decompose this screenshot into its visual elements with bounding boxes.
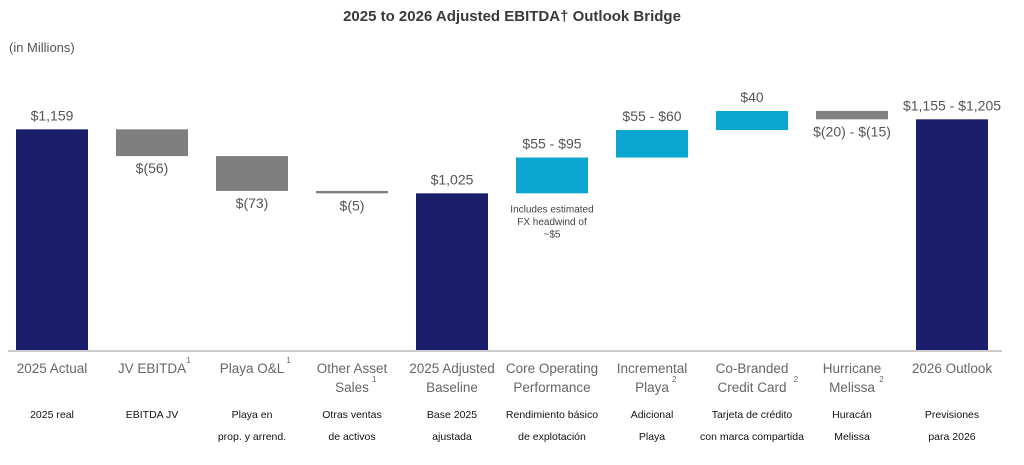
footnote-marker: 2 — [672, 375, 677, 384]
annotation-note: ~$5 — [544, 229, 561, 240]
bar-0 — [16, 129, 88, 350]
data-label-2: $(73) — [236, 195, 269, 211]
annotation-note: FX headwind of — [517, 217, 587, 228]
category-label-1: JV EBITDA — [118, 361, 186, 376]
data-label-7: $40 — [740, 89, 764, 105]
spanish-label-2: Playa en — [232, 409, 273, 421]
data-label-4: $1,025 — [431, 171, 474, 187]
category-label-3: Other Asset — [317, 361, 388, 376]
unit-label: (in Millions) — [9, 40, 75, 55]
category-label-7: Co-Branded — [716, 361, 789, 376]
data-label-5: $55 - $95 — [522, 136, 581, 152]
category-label-8: Melissa — [829, 380, 875, 395]
category-label-2: Playa O&L — [220, 361, 285, 376]
category-label-6: Playa — [635, 380, 669, 395]
category-label-4: 2025 Adjusted — [409, 361, 495, 376]
spanish-label-4: ajustada — [432, 431, 472, 443]
spanish-label-6: Adicional — [631, 409, 674, 421]
category-label-4: Baseline — [426, 380, 478, 395]
category-label-0: 2025 Actual — [17, 361, 88, 376]
footnote-marker: 1 — [372, 375, 377, 384]
bar-9 — [916, 119, 988, 350]
data-label-1: $(56) — [136, 160, 169, 176]
category-label-8: Hurricane — [823, 361, 882, 376]
category-label-9: 2026 Outlook — [912, 361, 993, 376]
footnote-marker: 1 — [186, 356, 191, 365]
spanish-label-7: Tarjeta de crédito — [712, 409, 793, 421]
spanish-label-9: Previsiones — [925, 409, 979, 421]
bar-8 — [816, 110, 888, 120]
bar-4 — [416, 193, 488, 350]
spanish-label-2: prop. y arrend. — [218, 431, 286, 443]
spanish-label-0: 2025 real — [30, 409, 74, 421]
chart-title: 2025 to 2026 Adjusted EBITDA† Outlook Br… — [343, 8, 681, 25]
bar-6 — [616, 130, 688, 158]
spanish-label-5: de explotación — [518, 431, 586, 443]
spanish-label-1: EBITDA JV — [126, 409, 179, 421]
data-label-6: $55 - $60 — [622, 108, 681, 124]
bar-3 — [316, 190, 388, 194]
spanish-label-6: Playa — [639, 431, 665, 443]
category-label-7: Credit Card — [717, 380, 786, 395]
spanish-label-8: Melissa — [834, 431, 870, 443]
spanish-label-8: Huracán — [832, 409, 872, 421]
spanish-label-5: Rendimiento básico — [506, 409, 598, 421]
footnote-marker: 2 — [794, 375, 799, 384]
data-label-9: $1,155 - $1,205 — [903, 97, 1001, 113]
annotation-note: Includes estimated — [510, 204, 593, 215]
spanish-label-3: de activos — [328, 431, 375, 443]
category-label-6: Incremental — [617, 361, 688, 376]
bar-2 — [216, 156, 288, 191]
footnote-marker: 1 — [286, 356, 291, 365]
category-label-5: Performance — [513, 380, 590, 395]
footnote-marker: 2 — [879, 375, 884, 384]
data-label-3: $(5) — [340, 197, 365, 213]
bar-1 — [116, 129, 188, 157]
category-label-5: Core Operating — [506, 361, 598, 376]
spanish-label-4: Base 2025 — [427, 409, 477, 421]
data-label-8: $(20) - $(15) — [813, 123, 891, 139]
bar-7 — [716, 110, 788, 131]
data-label-0: $1,159 — [31, 107, 74, 123]
spanish-label-7: con marca compartida — [700, 431, 804, 443]
category-label-3: Sales — [335, 380, 369, 395]
spanish-label-9: para 2026 — [928, 431, 975, 443]
spanish-label-3: Otras ventas — [322, 409, 382, 421]
bar-5 — [516, 157, 588, 194]
